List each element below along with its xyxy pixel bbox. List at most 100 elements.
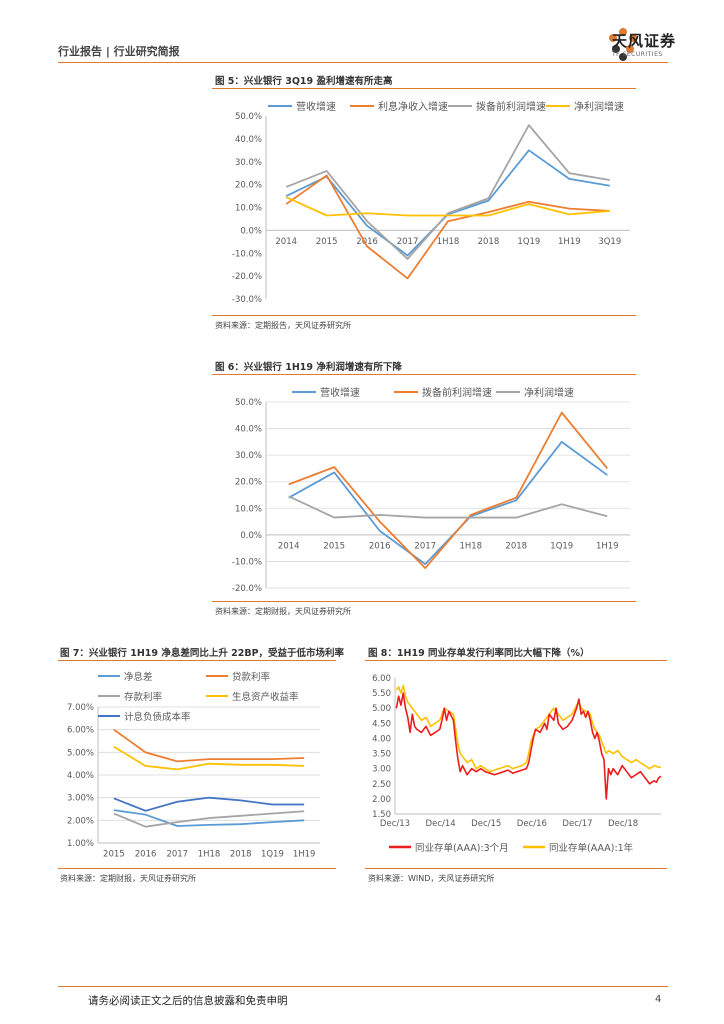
series-line-3 — [288, 495, 608, 519]
footer-disclaimer: 请务必阅读正文之后的信息披露和免责申明 — [88, 995, 288, 1007]
fig8-title: 图 8：1H19 同业存单发行利率同比大幅下降（%） — [368, 648, 590, 659]
x-tick-label: 1H19 — [596, 541, 619, 551]
y-tick-label: 10.0% — [235, 504, 262, 514]
y-tick-label: 4.00% — [67, 771, 94, 781]
legend-label: 营收增速 — [296, 100, 336, 113]
series-line-2 — [288, 411, 608, 569]
brand-subtitle: TF SECURITIES — [612, 51, 663, 58]
y-tick-label: 10.0% — [235, 204, 262, 214]
y-tick-label: 7.00% — [67, 703, 94, 713]
fig8-bottom-rule — [365, 868, 667, 869]
x-tick-label: 1Q19 — [517, 237, 540, 247]
legend-label: 存款利率 — [124, 691, 163, 703]
y-tick-label: -20.0% — [232, 584, 262, 594]
y-tick-label: 5.50 — [372, 689, 391, 699]
y-tick-label: 40.0% — [235, 135, 262, 145]
x-tick-label: 2016 — [369, 541, 391, 551]
fig7-chart: 7.00% 6.00% 5.00% 4.00% 3.00% 2.00% 1.00% 2015 2… — [67, 671, 320, 860]
x-tick-label: 2016 — [356, 237, 378, 247]
y-tick-label: 4.50 — [372, 719, 391, 729]
y-tick-label: 3.00 — [372, 765, 391, 775]
y-tick-label: 20.0% — [235, 478, 262, 488]
legend-label: 贷款利率 — [232, 671, 271, 683]
fig5-top-rule — [212, 88, 636, 89]
x-tick-label: 1H18 — [198, 850, 221, 860]
y-tick-label: 1.00% — [67, 839, 94, 849]
y-tick-label: -10.0% — [232, 249, 262, 259]
legend-label: 净利润增速 — [574, 100, 624, 113]
y-tick-label: 6.00% — [67, 726, 94, 736]
series-line-1 — [395, 692, 662, 800]
footer-divider — [58, 986, 668, 987]
y-tick-label: 20.0% — [235, 181, 262, 191]
y-tick-label: 0.0% — [240, 531, 262, 541]
legend-label: 同业存单(AAA):3个月 — [415, 842, 509, 854]
x-tick-label: 1H18 — [437, 237, 460, 247]
x-tick-label: 2018 — [478, 237, 500, 247]
fig6-title: 图 6：兴业银行 1H19 净利润增速有所下降 — [215, 362, 402, 373]
x-tick-label: 2014 — [275, 237, 297, 247]
x-tick-label: 2018 — [505, 541, 527, 551]
x-tick-label: 1H19 — [293, 850, 316, 860]
y-tick-label: -30.0% — [232, 295, 262, 305]
brand-logo-icon — [609, 28, 637, 61]
y-tick-label: 40.0% — [235, 425, 262, 435]
legend-label: 营收增速 — [320, 386, 360, 399]
series-line-2 — [113, 728, 305, 763]
legend-label: 净息差 — [124, 671, 153, 683]
y-tick-label: 30.0% — [235, 158, 262, 168]
x-tick-label: 2015 — [316, 237, 338, 247]
legend-label: 拨备前利润增速 — [476, 100, 546, 113]
x-tick-label: 1H19 — [558, 237, 581, 247]
fig8-chart: 6.00 5.50 5.00 4.50 4.00 3.50 3.00 2.50 2.00 1.50… — [372, 674, 662, 854]
x-tick-label: 1Q19 — [261, 850, 284, 860]
legend-label: 净利润增速 — [524, 386, 574, 399]
fig5-title: 图 5：兴业银行 3Q19 盈利增速有所走高 — [215, 76, 393, 87]
x-tick-label: 3Q19 — [598, 237, 621, 247]
y-tick-label: 50.0% — [235, 112, 262, 122]
x-tick-label: Dec/15 — [471, 819, 501, 829]
y-tick-label: 3.50 — [372, 750, 391, 760]
brand-name: 天风证券 — [612, 32, 677, 50]
x-tick-label: 2017 — [397, 237, 419, 247]
y-tick-label: 4.00 — [372, 734, 391, 744]
y-tick-label: 5.00% — [67, 748, 94, 758]
x-tick-label: 2016 — [135, 850, 157, 860]
y-tick-label: 2.00% — [67, 816, 94, 826]
y-tick-label: 0.0% — [240, 226, 262, 236]
page-number: 4 — [655, 994, 662, 1005]
x-tick-label: 2017 — [166, 850, 188, 860]
legend-label: 利息净收入增速 — [378, 100, 448, 113]
fig6-source: 资料来源：定期财报，天风证券研究所 — [215, 607, 351, 616]
x-tick-label: Dec/13 — [380, 819, 410, 829]
fig5-bottom-rule — [212, 315, 636, 316]
legend-label: 同业存单(AAA):1年 — [549, 842, 634, 854]
x-tick-label: 2015 — [323, 541, 345, 551]
legend-label: 拨备前利润增速 — [422, 386, 492, 399]
y-tick-label: 30.0% — [235, 451, 262, 461]
y-tick-label: 6.00 — [372, 674, 391, 684]
y-tick-label: 50.0% — [235, 398, 262, 408]
y-tick-label: 5.00 — [372, 704, 391, 714]
fig6-chart: 50.0% 40.0% 30.0% 20.0% 10.0% 0.0% -10.0% -20.0… — [232, 386, 630, 594]
x-tick-label: Dec/16 — [517, 819, 547, 829]
x-tick-label: 2015 — [103, 850, 125, 860]
fig6-top-rule — [212, 374, 636, 375]
x-tick-label: 2014 — [278, 541, 300, 551]
series-line-2 — [285, 174, 610, 280]
report-category: 行业报告 | 行业研究简报 — [58, 45, 180, 58]
legend-label: 生息资产收益率 — [232, 691, 299, 703]
fig5-chart: 50.0% 40.0% 30.0% 20.0% 10.0% 0.0% -10.0% -20.0… — [232, 100, 630, 305]
x-tick-label: 2018 — [230, 850, 252, 860]
x-tick-label: Dec/14 — [426, 819, 456, 829]
x-tick-label: Dec/17 — [562, 819, 592, 829]
fig7-bottom-rule — [58, 868, 336, 869]
fig8-source: 资料来源：WIND，天风证券研究所 — [368, 874, 495, 883]
fig5-source: 资料来源：定期报告，天风证券研究所 — [215, 321, 351, 330]
fig6-bottom-rule — [212, 601, 636, 602]
series-line-2 — [395, 684, 661, 773]
x-tick-label: 1Q19 — [550, 541, 573, 551]
header-divider — [58, 62, 668, 63]
fig7-source: 资料来源：定期财报，天风证券研究所 — [60, 874, 196, 883]
y-tick-label: 3.00% — [67, 794, 94, 804]
